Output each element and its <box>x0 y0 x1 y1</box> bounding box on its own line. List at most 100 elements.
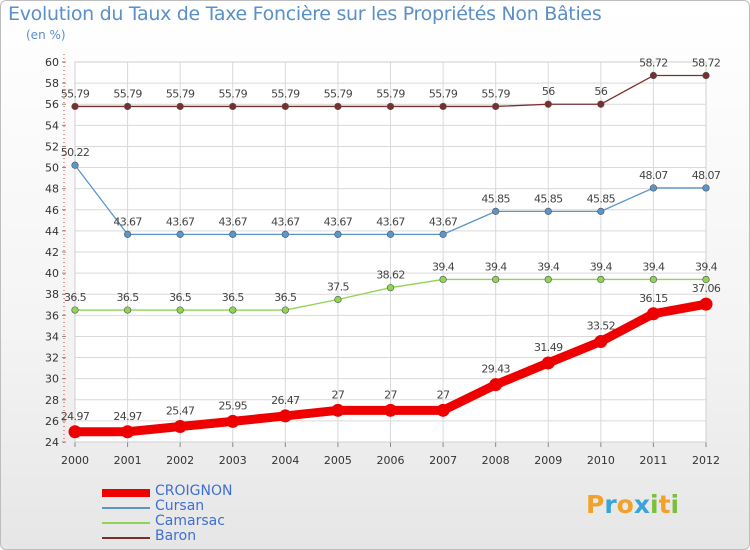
x-tick-label: 2009 <box>534 454 562 467</box>
data-label-baron: 56 <box>542 85 555 98</box>
data-label-cursan: 43.67 <box>219 215 248 228</box>
x-tick-label: 2007 <box>429 454 457 467</box>
x-tick-label: 2006 <box>377 454 405 467</box>
data-label-cursan: 48.07 <box>639 169 668 182</box>
y-tick-label: 50 <box>45 162 59 175</box>
data-point-baron <box>123 102 132 111</box>
data-point-baron <box>439 102 447 111</box>
legend-label-baron: Baron <box>155 528 197 544</box>
data-label-camarsac: 39.4 <box>590 260 613 273</box>
y-tick-label: 40 <box>45 267 59 280</box>
data-point-croignon <box>226 414 240 428</box>
data-point-cursan <box>544 207 552 215</box>
data-label-camarsac: 39.4 <box>485 260 508 273</box>
x-tick-label: 2004 <box>271 454 299 467</box>
data-label-cursan: 45.85 <box>587 192 616 205</box>
data-label-cursan: 43.67 <box>271 215 300 228</box>
data-point-croignon <box>173 419 187 433</box>
data-label-cursan: 45.85 <box>481 192 510 205</box>
unit-label: (en %) <box>26 28 66 42</box>
data-label-croignon: 36.15 <box>639 292 668 305</box>
y-tick-label: 32 <box>45 352 59 365</box>
data-point-croignon <box>594 335 608 349</box>
x-tick-label: 2005 <box>324 454 352 467</box>
data-label-cursan: 45.85 <box>534 192 563 205</box>
brand-letter: i <box>650 490 659 519</box>
data-point-croignon <box>68 425 82 439</box>
data-label-croignon: 33.52 <box>587 320 616 333</box>
y-tick-label: 52 <box>45 140 59 153</box>
data-label-camarsac: 36.5 <box>117 291 140 304</box>
data-point-croignon <box>541 356 555 370</box>
brand-letter: P <box>586 490 605 519</box>
brand-letter: t <box>658 490 671 519</box>
data-label-camarsac: 36.5 <box>222 291 245 304</box>
data-point-cursan <box>649 184 658 192</box>
y-tick-label: 48 <box>45 183 59 196</box>
data-point-camarsac <box>281 306 289 314</box>
data-point-cursan <box>71 161 79 169</box>
x-tick-label: 2001 <box>114 454 142 467</box>
data-label-cursan: 43.67 <box>166 215 195 228</box>
y-tick-label: 58 <box>45 77 59 90</box>
data-point-baron <box>71 102 79 111</box>
data-label-croignon: 37.06 <box>692 282 721 295</box>
data-label-camarsac: 36.5 <box>274 291 297 304</box>
data-label-baron: 55.79 <box>113 87 142 100</box>
data-point-baron <box>649 71 658 80</box>
y-tick-label: 24 <box>45 436 59 449</box>
data-label-baron: 55.79 <box>376 87 405 100</box>
data-label-baron: 55.79 <box>271 87 300 100</box>
data-label-baron: 55.79 <box>429 87 458 100</box>
data-point-cursan <box>597 207 605 215</box>
data-point-camarsac <box>334 295 342 304</box>
data-point-cursan <box>492 207 500 215</box>
y-tick-label: 44 <box>45 225 59 238</box>
data-point-cursan <box>176 230 184 238</box>
data-point-baron <box>334 102 342 111</box>
data-label-camarsac: 36.5 <box>169 291 192 304</box>
y-tick-label: 36 <box>45 309 59 322</box>
data-label-croignon: 27 <box>437 388 450 401</box>
data-label-croignon: 29.43 <box>481 363 510 376</box>
y-tick-label: 28 <box>45 394 59 407</box>
brand-letter: x <box>633 490 650 519</box>
data-label-baron: 55.79 <box>324 87 353 100</box>
data-point-baron <box>544 100 552 108</box>
data-point-baron <box>702 71 710 80</box>
data-label-cursan: 43.67 <box>376 215 405 228</box>
brand-letter: o <box>616 490 634 519</box>
data-label-cursan: 48.07 <box>692 169 721 182</box>
data-point-camarsac <box>439 275 447 284</box>
data-point-camarsac <box>702 275 710 284</box>
x-tick-label: 2008 <box>482 454 510 467</box>
data-point-camarsac <box>649 275 658 284</box>
data-point-croignon <box>489 378 503 392</box>
x-tick-label: 2012 <box>692 454 720 467</box>
data-label-croignon: 31.49 <box>534 341 563 354</box>
data-point-camarsac <box>386 284 395 292</box>
y-tick-label: 38 <box>45 288 59 301</box>
data-point-croignon <box>331 403 345 417</box>
data-label-croignon: 24.97 <box>113 410 142 423</box>
proxiti-logo: Proxiti <box>586 490 679 519</box>
data-point-camarsac <box>229 306 237 314</box>
data-point-camarsac <box>176 306 184 314</box>
x-tick-label: 2011 <box>639 454 667 467</box>
data-label-baron: 55.79 <box>481 87 510 100</box>
data-label-camarsac: 39.4 <box>695 260 718 273</box>
data-point-baron <box>386 102 395 111</box>
data-point-cursan <box>281 230 289 238</box>
chart-title: Evolution du Taux de Taxe Foncière sur l… <box>8 3 602 25</box>
data-label-camarsac: 39.4 <box>537 260 560 273</box>
data-point-croignon <box>384 403 397 417</box>
data-label-baron: 55.79 <box>61 87 90 100</box>
data-label-cursan: 43.67 <box>429 215 458 228</box>
y-tick-label: 56 <box>45 98 59 111</box>
y-tick-label: 26 <box>45 415 59 428</box>
y-tick-label: 30 <box>45 373 59 386</box>
data-point-cursan <box>386 230 395 238</box>
y-tick-label: 54 <box>45 119 59 132</box>
data-label-camarsac: 37.5 <box>327 281 350 294</box>
data-label-camarsac: 36.5 <box>64 291 87 304</box>
